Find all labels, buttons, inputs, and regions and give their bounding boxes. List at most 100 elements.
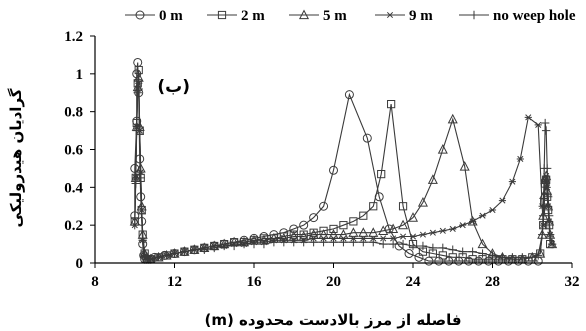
data-point-5-m	[378, 225, 389, 235]
data-point-no-weep-hole	[329, 237, 338, 247]
data-point-no-weep-hole	[219, 241, 229, 251]
data-point-5-m	[368, 227, 379, 237]
legend-item-2-m: 2 m	[207, 8, 265, 24]
data-point-9-m	[449, 225, 457, 233]
data-point-9-m	[508, 178, 516, 185]
data-point-2-m	[339, 221, 348, 230]
data-point-5-m	[398, 219, 409, 230]
data-point-no-weep-hole	[408, 241, 418, 251]
data-point-no-weep-hole	[309, 237, 318, 247]
y-tick-label: 0	[76, 256, 84, 272]
data-point-5-m	[348, 227, 359, 237]
data-point-no-weep-hole	[134, 84, 143, 94]
data-point-9-m	[419, 231, 427, 238]
data-point-5-m	[133, 72, 144, 82]
legend-marker-0-m	[135, 10, 145, 20]
data-point-9-m	[389, 235, 397, 242]
data-point-no-weep-hole	[428, 243, 438, 253]
data-point-9-m	[459, 222, 467, 229]
series-line-9-m	[134, 83, 553, 260]
data-point-9-m	[429, 229, 437, 236]
data-point-9-m	[516, 155, 524, 163]
data-point-no-weep-hole	[180, 247, 189, 256]
data-point-no-weep-hole	[369, 237, 378, 247]
x-tick-label: 12	[167, 274, 182, 290]
data-point-no-weep-hole	[135, 130, 144, 139]
legend-label: 5 m	[323, 8, 347, 24]
series-5-m	[129, 72, 558, 264]
x-tick-label: 16	[247, 274, 263, 290]
data-point-no-weep-hole	[190, 245, 199, 254]
y-axis-title: گرادیان هیدرولیکی	[7, 88, 25, 227]
data-point-no-weep-hole	[133, 88, 142, 97]
legend-marker-9-m	[386, 11, 394, 19]
data-point-no-weep-hole	[543, 192, 553, 201]
data-point-2-m	[309, 228, 318, 237]
y-tick-label: 0.8	[64, 105, 83, 121]
data-point-no-weep-hole	[544, 211, 554, 220]
data-point-5-m	[447, 113, 458, 124]
panel-label: (ب)	[157, 77, 190, 97]
data-point-no-weep-hole	[378, 239, 388, 249]
data-point-no-weep-hole	[518, 253, 527, 262]
data-point-no-weep-hole	[359, 237, 368, 247]
data-point-no-weep-hole	[154, 253, 163, 262]
data-point-no-weep-hole	[349, 237, 358, 247]
data-point-no-weep-hole	[545, 230, 555, 239]
data-point-no-weep-hole	[136, 173, 145, 183]
legend-item-no-weep-hole: no weep hole	[459, 8, 576, 24]
data-point-no-weep-hole	[498, 253, 507, 262]
data-point-no-weep-hole	[319, 237, 328, 247]
data-point-0-m	[404, 249, 414, 259]
data-point-0-m	[344, 90, 354, 100]
data-point-no-weep-hole	[146, 255, 155, 264]
data-point-0-m	[362, 133, 372, 143]
data-point-no-weep-hole	[130, 220, 139, 230]
data-point-no-weep-hole	[269, 237, 279, 247]
series-line-0-m	[134, 62, 539, 262]
data-point-5-m	[459, 161, 470, 171]
data-point-no-weep-hole	[210, 243, 219, 253]
plot-area	[129, 57, 558, 266]
data-point-no-weep-hole	[138, 236, 147, 245]
series-no-weep-hole	[130, 84, 557, 264]
legend-item-0-m: 0 m	[125, 8, 183, 24]
data-point-no-weep-hole	[131, 179, 140, 188]
data-point-no-weep-hole	[398, 239, 408, 249]
data-point-2-m	[387, 100, 396, 109]
y-tick-label: 1	[76, 67, 84, 83]
data-point-2-m	[329, 224, 338, 234]
data-point-9-m	[534, 121, 542, 128]
y-tick-label: 1.2	[64, 29, 83, 45]
legend-item-5-m: 5 m	[289, 8, 347, 24]
data-point-0-m	[319, 201, 329, 211]
legend-marker-no-weep-hole	[469, 10, 479, 20]
legend-label: no weep hole	[493, 8, 576, 24]
legend-label: 0 m	[159, 8, 183, 24]
x-tick-label: 24	[406, 274, 422, 290]
data-point-no-weep-hole	[488, 251, 497, 260]
data-point-no-weep-hole	[162, 251, 171, 260]
data-point-no-weep-hole	[229, 241, 239, 251]
data-point-5-m	[427, 174, 438, 184]
data-point-no-weep-hole	[299, 237, 308, 247]
data-point-2-m	[369, 202, 378, 211]
legend-label: 2 m	[241, 8, 265, 24]
legend-label: 9 m	[409, 8, 433, 24]
data-point-no-weep-hole	[508, 253, 517, 262]
data-point-no-weep-hole	[458, 247, 467, 256]
data-point-no-weep-hole	[137, 209, 146, 219]
data-point-5-m	[477, 238, 488, 249]
data-point-no-weep-hole	[239, 239, 249, 249]
data-point-9-m	[135, 80, 143, 87]
data-point-no-weep-hole	[170, 249, 179, 258]
data-point-no-weep-hole	[547, 239, 557, 249]
data-point-no-weep-hole	[289, 237, 298, 247]
data-point-2-m	[359, 211, 368, 220]
legend-item-9-m: 9 m	[375, 8, 433, 24]
data-point-2-m	[349, 217, 358, 226]
series-2-m	[130, 65, 555, 264]
x-tick-label: 8	[91, 274, 99, 290]
data-point-no-weep-hole	[468, 247, 477, 256]
